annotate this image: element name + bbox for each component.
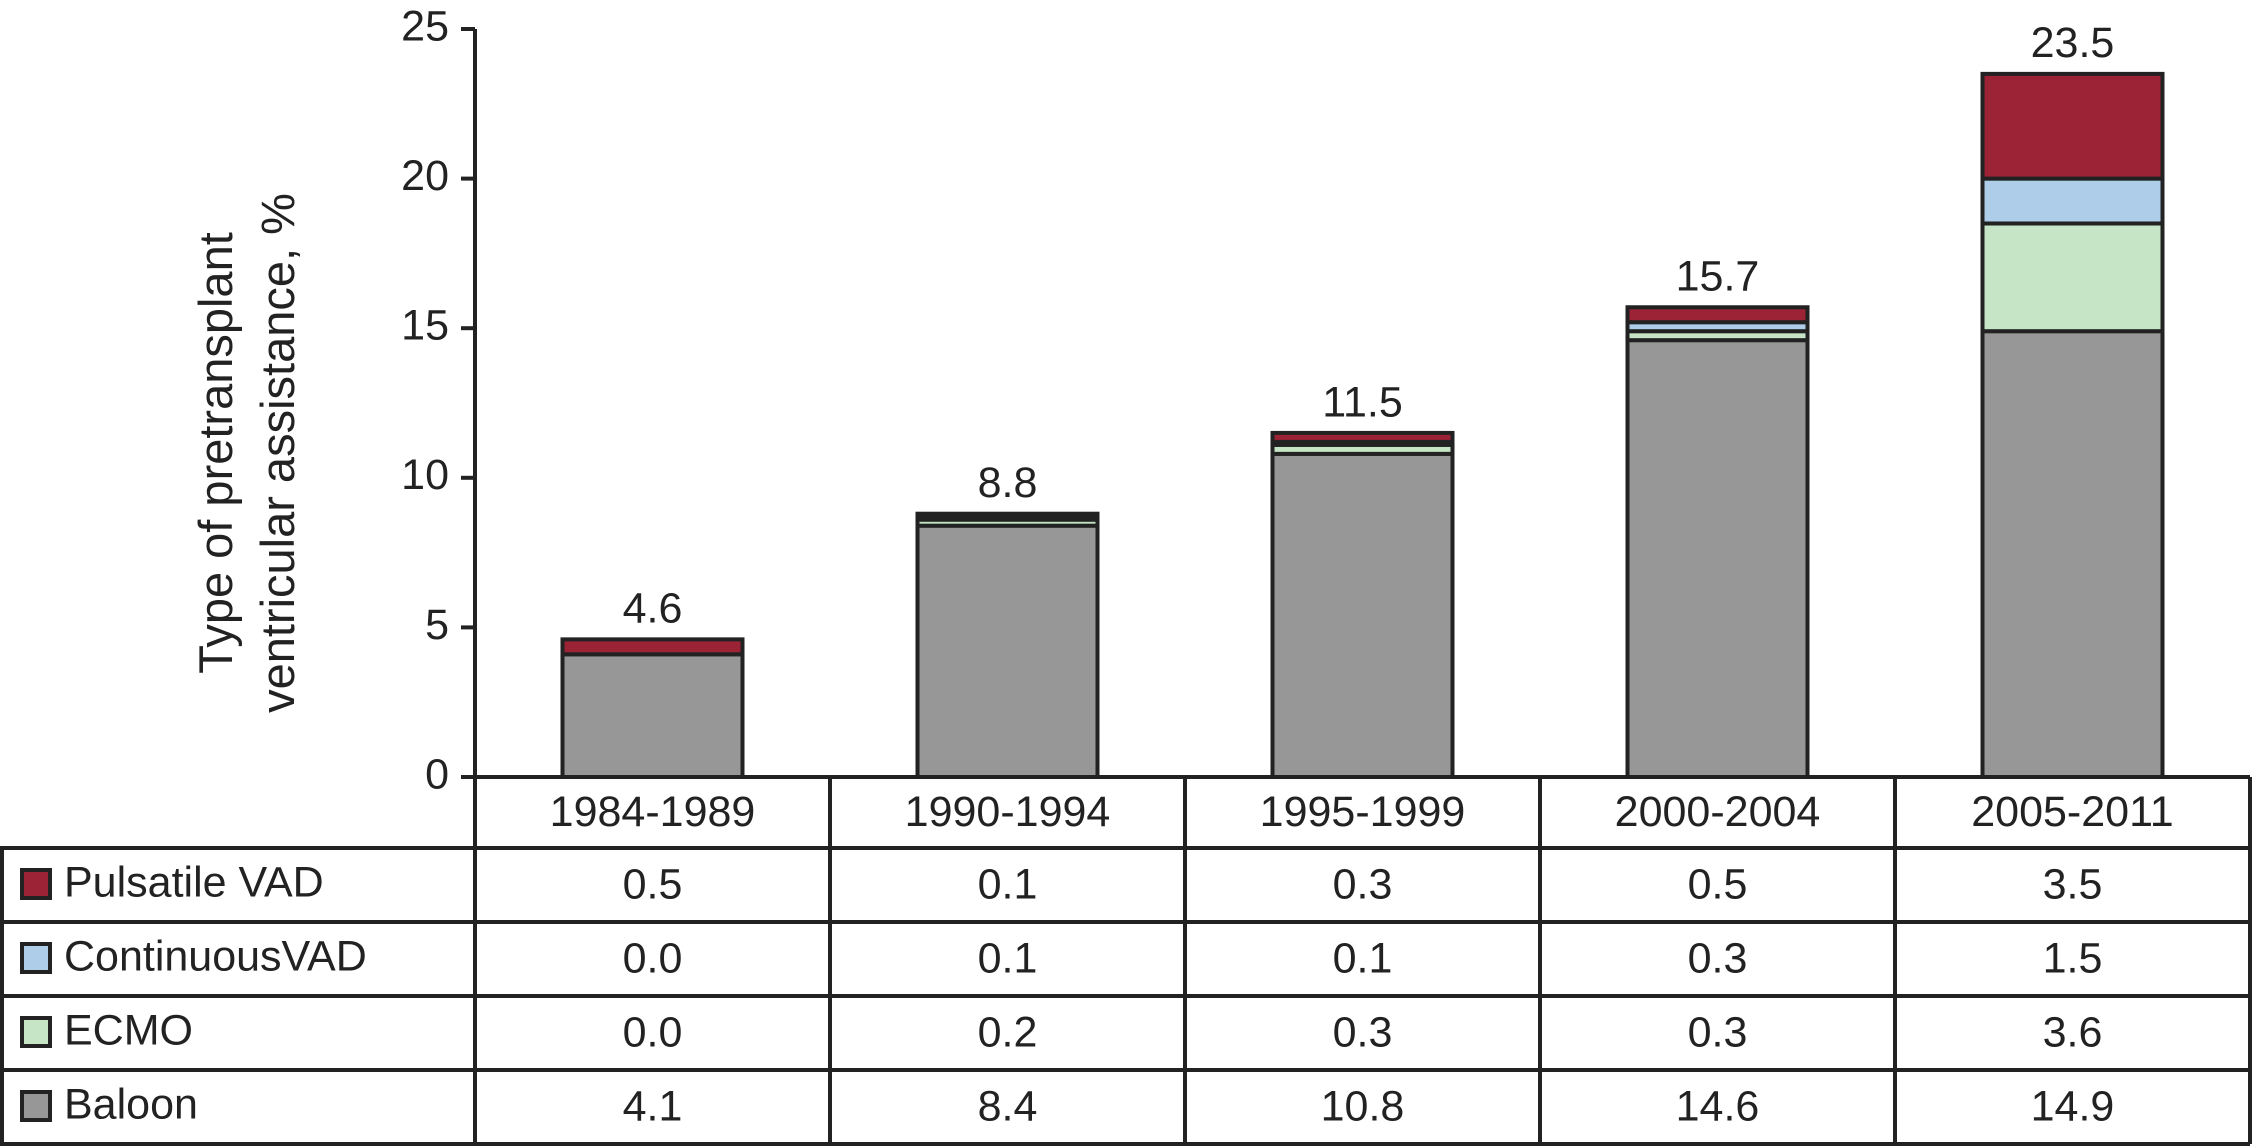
y-tick-label: 15 bbox=[401, 302, 449, 350]
legend-swatch bbox=[20, 942, 52, 974]
table-value: 4.1 bbox=[623, 1082, 683, 1130]
table-value: 0.1 bbox=[978, 860, 1038, 908]
table-value: 0.3 bbox=[1333, 1008, 1393, 1056]
table-value: 0.2 bbox=[978, 1008, 1038, 1056]
y-tick-label: 5 bbox=[425, 601, 449, 649]
bar-segment bbox=[915, 523, 1100, 779]
table-value: 8.4 bbox=[978, 1082, 1038, 1130]
bar-segment bbox=[560, 652, 745, 779]
bar-segment bbox=[560, 637, 745, 657]
table-value: 0.3 bbox=[1333, 860, 1393, 908]
table-value: 3.6 bbox=[2043, 1008, 2103, 1056]
total-label: 15.7 bbox=[1676, 253, 1760, 301]
table-value: 0.0 bbox=[623, 1008, 683, 1056]
y-tick-label: 20 bbox=[401, 152, 449, 200]
y-axis-label: Type of pretransplant ventricular assist… bbox=[189, 193, 304, 713]
table-value: 14.9 bbox=[2031, 1082, 2115, 1130]
table-value: 0.5 bbox=[1688, 860, 1748, 908]
bar-segment bbox=[1270, 451, 1455, 779]
y-tick-label: 25 bbox=[401, 2, 449, 50]
table-value: 0.0 bbox=[623, 934, 683, 982]
x-tick-label: 2005-2011 bbox=[1971, 788, 2173, 836]
legend-swatch bbox=[20, 1016, 52, 1048]
bar-segment bbox=[1270, 430, 1455, 444]
legend-label: ECMO bbox=[64, 1006, 193, 1054]
bar-segment bbox=[1980, 71, 2165, 181]
bar-segment bbox=[1980, 176, 2165, 226]
table-value: 1.5 bbox=[2043, 934, 2103, 982]
table-value: 0.5 bbox=[623, 860, 683, 908]
table-value: 0.3 bbox=[1688, 934, 1748, 982]
table-value: 10.8 bbox=[1321, 1082, 1405, 1130]
x-tick-label: 1995-1999 bbox=[1260, 788, 1466, 836]
total-label: 11.5 bbox=[1322, 378, 1403, 426]
x-tick-label: 2000-2004 bbox=[1615, 788, 1821, 836]
x-tick-label: 1990-1994 bbox=[905, 788, 1111, 836]
bar-segment bbox=[915, 511, 1100, 519]
total-label: 23.5 bbox=[2031, 19, 2115, 67]
legend-label: ContinuousVAD bbox=[64, 932, 367, 980]
x-tick-label: 1984-1989 bbox=[550, 788, 756, 836]
total-label: 8.8 bbox=[978, 459, 1038, 507]
table-value: 3.5 bbox=[2043, 860, 2103, 908]
y-tick-label: 10 bbox=[401, 451, 449, 499]
table-value: 0.3 bbox=[1688, 1008, 1748, 1056]
table-value: 14.6 bbox=[1676, 1082, 1760, 1130]
legend-swatch bbox=[20, 868, 52, 900]
legend-swatch bbox=[20, 1090, 52, 1122]
bar-segment bbox=[1980, 329, 2165, 779]
total-label: 4.6 bbox=[623, 585, 683, 633]
y-tick-label: 0 bbox=[425, 750, 449, 798]
bar-segment bbox=[1625, 305, 1810, 325]
legend-label: Baloon bbox=[64, 1080, 198, 1128]
legend-label: Pulsatile VAD bbox=[64, 858, 324, 906]
table-value: 0.1 bbox=[978, 934, 1038, 982]
bar-segment bbox=[1625, 338, 1810, 779]
bar-segment bbox=[1980, 221, 2165, 334]
table-value: 0.1 bbox=[1333, 934, 1393, 982]
